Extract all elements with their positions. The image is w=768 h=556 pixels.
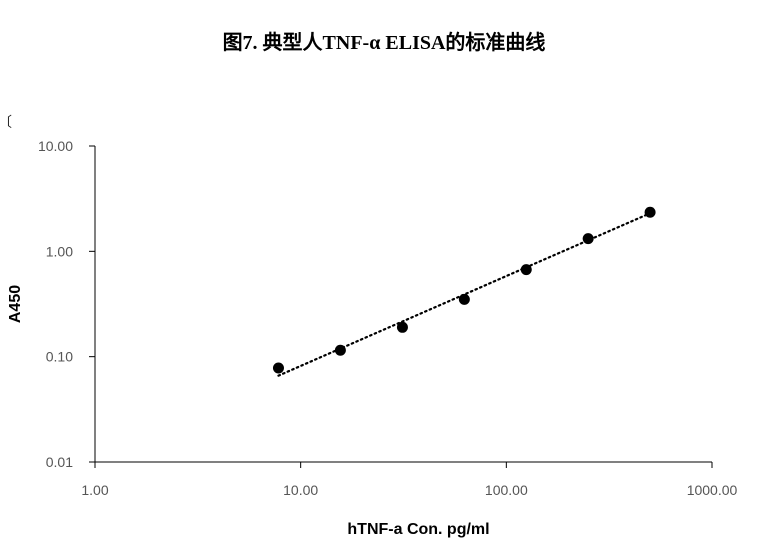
x-ticks: 1.00 10.00 100.00 1000.00 bbox=[81, 462, 738, 498]
x-tick-label: 1000.00 bbox=[687, 482, 738, 498]
y-axis-title: A450 bbox=[7, 285, 24, 323]
y-tick-label: 1.00 bbox=[46, 243, 73, 259]
data-points bbox=[272, 206, 656, 374]
data-point bbox=[582, 233, 594, 245]
y-tick-label: 0.10 bbox=[46, 349, 73, 365]
data-point bbox=[520, 264, 532, 276]
data-point bbox=[396, 321, 408, 333]
data-point bbox=[272, 362, 284, 374]
y-tick-label: 0.01 bbox=[46, 454, 73, 470]
chart-title: 图7. 典型人TNF-α ELISA的标准曲线 bbox=[222, 32, 546, 54]
data-point bbox=[458, 293, 470, 305]
y-tick-label: 10.00 bbox=[38, 138, 73, 154]
x-tick-label: 1.00 bbox=[81, 482, 108, 498]
x-axis-title: hTNF-a Con. pg/ml bbox=[347, 521, 489, 538]
edge-bracket-mark: 〔 bbox=[0, 112, 12, 132]
y-ticks: 0.01 0.10 1.00 10.00 bbox=[38, 138, 95, 470]
data-point bbox=[334, 344, 346, 356]
x-tick-label: 10.00 bbox=[283, 482, 318, 498]
x-tick-label: 100.00 bbox=[485, 482, 528, 498]
data-point bbox=[644, 206, 656, 218]
